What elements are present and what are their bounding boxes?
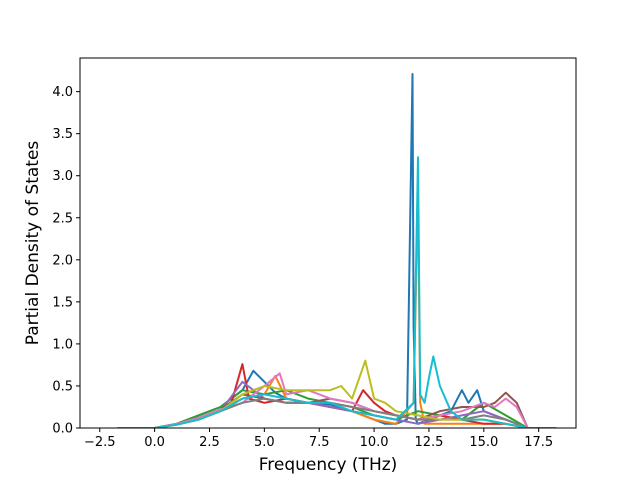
x-axis-ticks: −2.5 0.0 2.5 5.0 7.5 10.0 12.5 15.0 17.5	[84, 428, 553, 450]
y-tick-label: 3.0	[52, 169, 73, 184]
x-tick-label: 0.0	[144, 435, 165, 450]
x-axis-title: Frequency (THz)	[259, 455, 398, 475]
x-tick-label: 17.5	[524, 435, 553, 450]
plot-background	[80, 58, 576, 428]
plot-frame	[79, 57, 577, 429]
y-tick-label: 4.0	[52, 85, 73, 100]
y-tick-label: 1.5	[52, 295, 73, 310]
x-tick-label: 5.0	[254, 435, 275, 450]
series-line-10	[117, 156, 557, 428]
x-tick-label: 12.5	[414, 435, 443, 450]
y-axis-ticks: 0.0 0.5 1.0 1.5 2.0 2.5 3.0 3.5 4.0	[52, 85, 80, 437]
x-tick-label: 7.5	[309, 435, 330, 450]
y-tick-label: 2.0	[52, 253, 73, 268]
y-tick-label: 2.5	[52, 211, 73, 226]
y-tick-label: 3.5	[52, 127, 73, 142]
y-tick-label: 1.0	[52, 337, 73, 352]
y-axis-title: Partial Density of States	[23, 141, 43, 346]
series-line-7	[117, 372, 557, 428]
series-layer	[117, 73, 557, 428]
x-tick-label: 10.0	[360, 435, 389, 450]
x-tick-label: 2.5	[199, 435, 220, 450]
x-tick-label: −2.5	[84, 435, 116, 450]
y-tick-label: 0.0	[52, 422, 73, 437]
y-tick-label: 0.5	[52, 379, 73, 394]
x-tick-label: 15.0	[469, 435, 498, 450]
